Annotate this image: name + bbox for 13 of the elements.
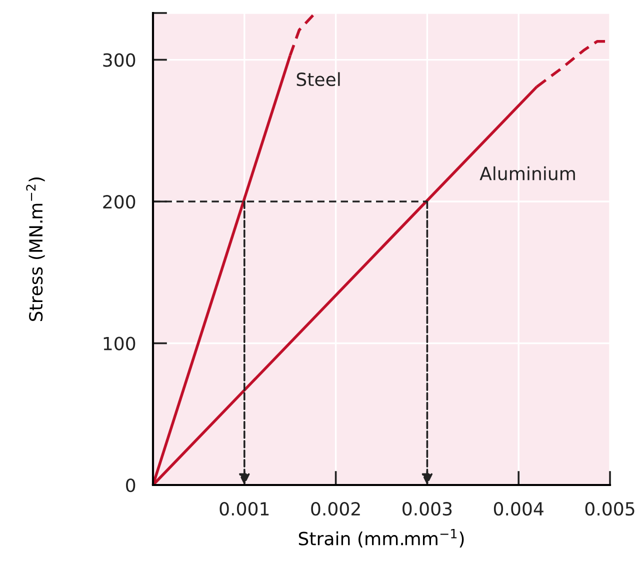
x-tick-label: 0.004	[494, 502, 544, 516]
x-axis-title: Strain (mm.mm$^{−1}$)	[298, 529, 464, 548]
y-tick-label: 100	[104, 336, 136, 350]
y-tick-label: 300	[103, 53, 136, 67]
x-tick-label: 0.001	[220, 502, 269, 516]
x-tick-label: 0.005	[585, 502, 634, 516]
y-tick-label: 200	[103, 194, 136, 209]
y-axis-title: Stress (MN.m$^{−2}$)	[26, 177, 45, 322]
x-tick-label: 0.003	[402, 502, 452, 516]
x-tick-label: 0.002	[311, 502, 360, 516]
y-tick-label: 0	[126, 478, 136, 492]
series-label: Aluminium	[480, 166, 575, 180]
series-label: Steel	[296, 72, 340, 86]
